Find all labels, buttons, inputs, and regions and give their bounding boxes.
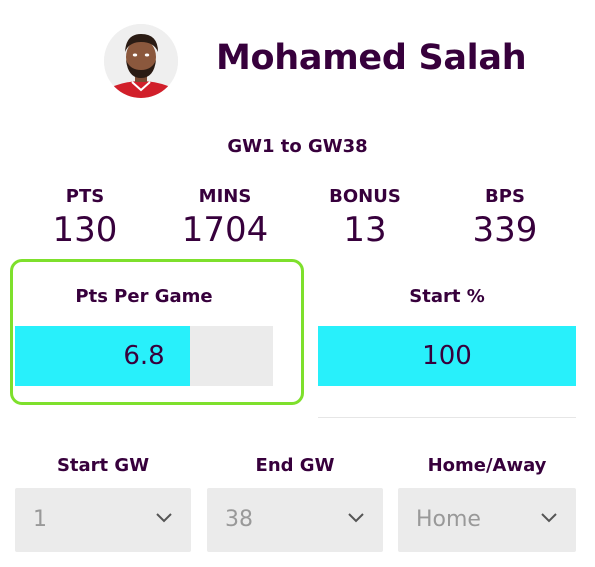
stat-label-bps: BPS: [485, 186, 525, 207]
end-gw-value: 38: [225, 507, 253, 532]
start-pct-bar: 100: [318, 326, 576, 386]
home-away-select[interactable]: Home: [398, 488, 576, 552]
player-name: Mohamed Salah: [216, 38, 527, 78]
stat-label-bonus: BONUS: [329, 186, 401, 207]
stat-value-bonus: 13: [343, 210, 387, 250]
stat-value-pts: 130: [52, 210, 118, 250]
start-gw-value: 1: [33, 507, 47, 532]
pts-per-game-value: 6.8: [123, 341, 165, 371]
chevron-down-icon: [541, 513, 557, 523]
player-photo-icon: [104, 24, 178, 98]
section-divider: [318, 417, 576, 418]
pts-per-game-label: Pts Per Game: [75, 286, 213, 307]
end-gw-label: End GW: [255, 455, 335, 476]
pts-per-game-highlight: [10, 259, 304, 405]
start-pct-bar-fill: [318, 326, 576, 386]
gameweek-range: GW1 to GW38: [227, 136, 368, 157]
stat-label-mins: MINS: [198, 186, 252, 207]
stat-value-mins: 1704: [181, 210, 269, 250]
stat-label-pts: PTS: [65, 186, 105, 207]
pts-per-game-bar-fill: [15, 326, 191, 386]
start-pct-label: Start %: [409, 286, 485, 307]
start-gw-label: Start GW: [56, 455, 150, 476]
stat-value-bps: 339: [472, 210, 538, 250]
chevron-down-icon: [348, 513, 364, 523]
start-gw-select[interactable]: 1: [15, 488, 191, 552]
pts-per-game-bar: 6.8: [15, 326, 273, 386]
start-pct-value: 100: [422, 341, 472, 371]
home-away-value: Home: [416, 507, 481, 532]
home-away-label: Home/Away: [427, 455, 547, 476]
player-avatar: [104, 24, 178, 98]
chevron-down-icon: [156, 513, 172, 523]
end-gw-select[interactable]: 38: [207, 488, 383, 552]
